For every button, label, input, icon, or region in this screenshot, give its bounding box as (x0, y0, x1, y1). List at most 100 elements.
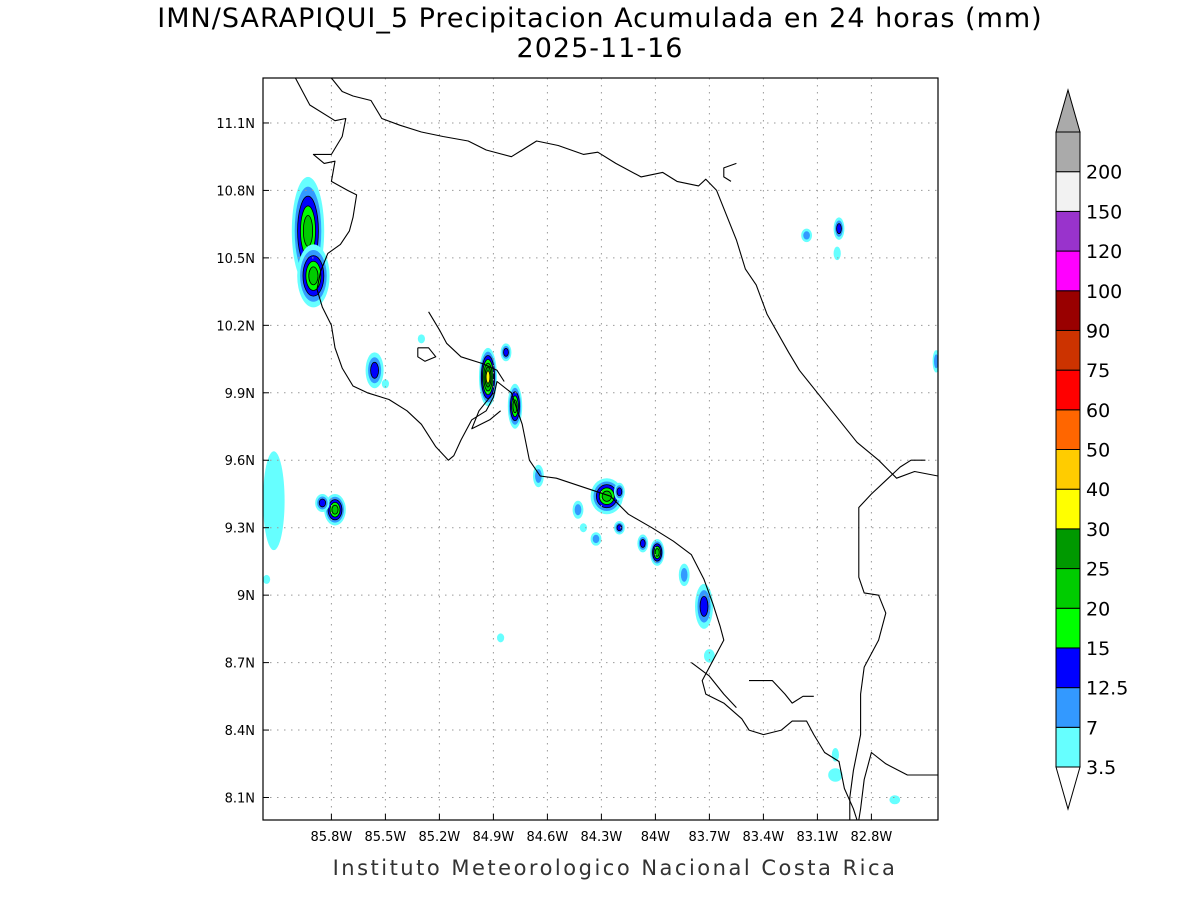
colorbar-over-arrow (1055, 88, 1081, 133)
precip-cell (315, 493, 330, 512)
y-tick-label: 10.2N (216, 319, 255, 334)
x-tick-label: 82.8W (850, 830, 892, 845)
y-tick-label: 9.3N (225, 522, 255, 537)
precip-contour-level-3.5 (263, 574, 271, 584)
coastline (849, 459, 926, 820)
x-tick-label: 84.3W (580, 830, 622, 845)
precip-contour-level-7 (535, 469, 542, 483)
colorbar-label: 200 (1086, 162, 1122, 184)
y-tick-label: 10.8N (216, 184, 255, 199)
x-tick-label: 85.2W (418, 830, 460, 845)
precip-contour-level-7 (933, 354, 938, 369)
coastline (691, 662, 737, 708)
precip-cell (263, 574, 271, 584)
precip-contour-level-3.5 (381, 379, 389, 389)
precip-cell (263, 451, 285, 551)
precip-contour-level-20 (308, 266, 319, 286)
precip-cell (297, 244, 330, 308)
precip-contour-level-3.5 (417, 334, 425, 344)
coastline (749, 680, 814, 704)
precip-contour-level-12.5 (370, 361, 380, 379)
precip-cell (479, 347, 497, 407)
precip-cell (497, 633, 505, 643)
colorbar-box (1055, 369, 1081, 411)
coastlines (294, 78, 938, 820)
precip-cell (324, 493, 346, 526)
precip-cell (417, 334, 425, 344)
precip-contour-level-3.5 (579, 523, 588, 533)
colorbar-label: 7 (1086, 717, 1098, 739)
colorbar-label: 12.5 (1086, 678, 1128, 700)
precip-cell (650, 538, 665, 566)
y-axis: 11.1N 10.8N 10.5N 10.2N 9.9N 9.6N 9.3N 9N 8.7N 8.… (216, 117, 269, 807)
precip-cell (572, 500, 584, 519)
precip-contour-level-3.5 (889, 795, 901, 805)
colorbar-label: 20 (1086, 598, 1110, 620)
precip-cell (365, 352, 384, 389)
colorbar-box (1055, 131, 1081, 173)
precip-cell (579, 523, 588, 533)
coastline (723, 162, 737, 182)
precip-contour-level-12.5 (616, 524, 623, 532)
x-tick-label: 84.9W (472, 830, 514, 845)
precip-contour-level-20 (601, 490, 612, 502)
precip-contour-level-12.5 (836, 223, 842, 235)
y-tick-label: 8.1N (225, 792, 255, 807)
precip-cell (678, 563, 690, 587)
precip-contour-level-7 (592, 534, 600, 544)
precip-cell (614, 482, 625, 501)
precip-contour-level-3.5 (704, 649, 715, 663)
precip-cell (500, 343, 512, 362)
precip-cell (695, 583, 713, 629)
coastline (471, 392, 501, 430)
precip-cell (932, 350, 938, 373)
precip-contour-level-7 (574, 504, 582, 516)
y-tick-label: 9.9N (225, 387, 255, 402)
precip-contour-level-20 (302, 215, 314, 247)
plot-frame (262, 77, 939, 821)
colorbar-box (1055, 687, 1081, 728)
precip-cell (614, 520, 625, 535)
colorbar-label: 100 (1086, 281, 1122, 303)
precip-cell (833, 217, 845, 240)
precipitation-layer (263, 176, 938, 805)
precip-cell (801, 228, 812, 243)
precip-cell (704, 649, 715, 663)
chart-subtitle: 2025-11-16 (516, 33, 684, 64)
precip-contour-level-12.5 (616, 487, 623, 497)
colorbar-box (1055, 329, 1081, 371)
colorbar-label: 50 (1086, 440, 1110, 462)
precip-contour-level-7 (680, 567, 688, 582)
x-tick-label: 84.6W (526, 830, 568, 845)
y-tick-label: 10.5N (216, 252, 255, 267)
coastline (330, 78, 938, 479)
coastline (428, 311, 505, 382)
precip-contour-level-20 (512, 399, 518, 414)
y-tick-label: 8.4N (225, 724, 255, 739)
precip-cell (507, 383, 523, 429)
x-tick-label: 83.1W (796, 830, 838, 845)
colorbar-box (1055, 449, 1081, 490)
x-tick-label: 83.7W (688, 830, 730, 845)
colorbar-box (1055, 647, 1081, 689)
y-tick-label: 9N (237, 589, 255, 604)
x-tick-label: 85.8W (310, 830, 352, 845)
colorbar-box (1055, 528, 1081, 570)
colorbar-box (1055, 210, 1081, 252)
precip-cell (381, 379, 389, 389)
grid-lines (263, 78, 938, 820)
colorbar-label: 3.5 (1086, 757, 1116, 779)
colorbar-box (1055, 250, 1081, 292)
precip-contour-level-3.5 (833, 246, 841, 261)
precip-cell (637, 534, 649, 553)
precip-contour-level-30 (485, 370, 491, 384)
colorbar-label: 150 (1086, 201, 1122, 223)
colorbar-box (1055, 607, 1081, 649)
colorbar-box (1055, 726, 1081, 768)
precip-contour-level-3.5 (828, 768, 843, 782)
colorbar-under-arrow (1055, 766, 1081, 811)
precip-cell (833, 246, 841, 261)
colorbar-label: 60 (1086, 400, 1110, 422)
precip-contour-level-12.5 (699, 596, 709, 617)
colorbar-box (1055, 409, 1081, 450)
